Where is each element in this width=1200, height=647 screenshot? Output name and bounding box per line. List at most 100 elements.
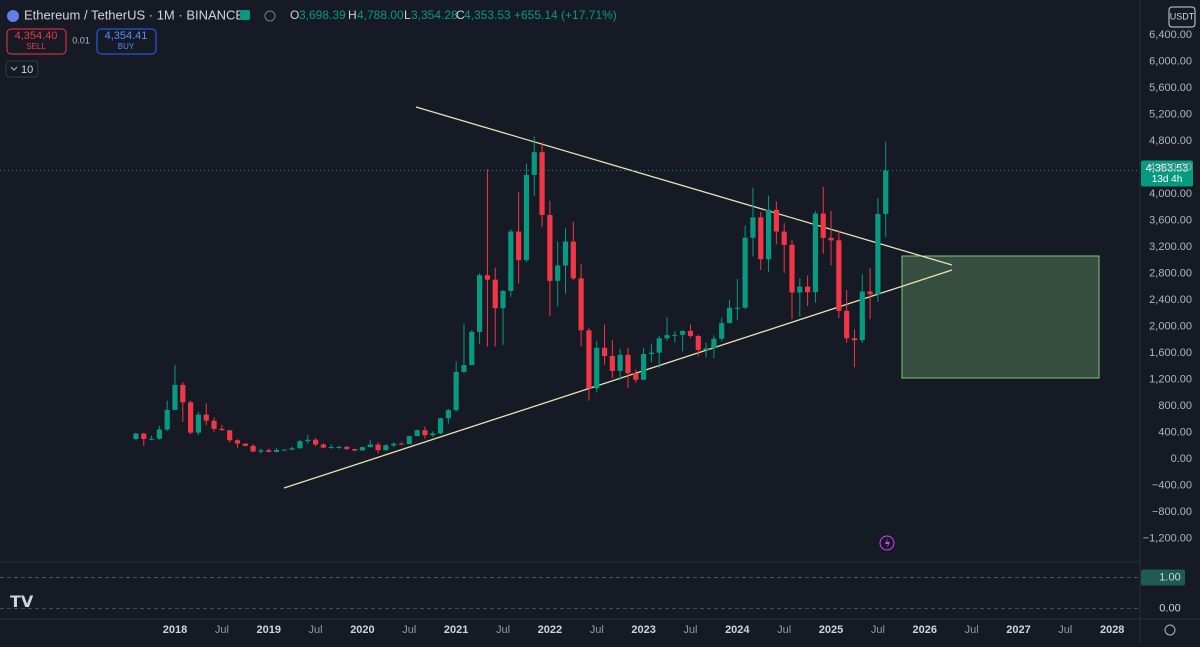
indicators-toggle[interactable] (5, 60, 39, 78)
x-tick-label: Jul (402, 624, 416, 636)
candle-body (695, 335, 701, 350)
candle-body (398, 443, 405, 445)
candle-body (578, 278, 584, 331)
candle-body (320, 444, 326, 448)
candle-body (203, 414, 209, 421)
ohlc-close: 4,353.53 (464, 8, 511, 22)
candle-body (617, 354, 623, 371)
candle-body (289, 448, 295, 450)
x-tick-label: Jul (871, 624, 885, 636)
buy-button[interactable] (96, 28, 157, 55)
ohlc-open: 3,698.39 (299, 8, 346, 22)
candle-body (508, 231, 514, 291)
candle-body (453, 371, 459, 411)
x-tick-label: 2024 (725, 624, 750, 636)
sell-button[interactable] (6, 28, 67, 55)
x-tick-label: 2019 (256, 624, 280, 636)
trendline-upper[interactable] (415, 106, 953, 266)
ohlc-high: 4,788.00 (357, 8, 404, 22)
candle-body (726, 307, 733, 324)
candle-body (195, 414, 202, 433)
candle-body (758, 217, 764, 260)
candle-body (141, 433, 147, 439)
candle-body (422, 430, 428, 436)
candle-body (875, 213, 881, 295)
candle-body (836, 240, 842, 311)
candle-body (883, 170, 889, 214)
candle-body (148, 438, 155, 440)
candle-body (594, 347, 600, 389)
candle-body (859, 291, 865, 341)
x-tick-label: 2027 (1006, 624, 1030, 636)
candle-body (773, 209, 779, 232)
level-label: 0.00 (1159, 603, 1180, 615)
level-label: 1.00 (1159, 571, 1180, 583)
candle-body (297, 441, 303, 449)
candle-body (476, 275, 483, 332)
y-tick-label: −1,200.00 (1143, 532, 1192, 544)
candle-body (672, 334, 678, 336)
candle-body (648, 352, 655, 354)
y-tick-label: 6,000.00 (1149, 55, 1192, 67)
buy-price: 4,354.41 (105, 30, 148, 42)
candle-body (219, 428, 225, 431)
x-tick-label: 2023 (631, 624, 655, 636)
x-tick-label: Jul (683, 624, 697, 636)
candle-body (133, 433, 139, 440)
candle-body (812, 213, 819, 293)
x-tick-label: 2020 (350, 624, 374, 636)
trade-qty[interactable]: 0.01 (72, 35, 90, 45)
candle-body (211, 420, 217, 429)
y-tick-label: −800.00 (1152, 506, 1192, 518)
y-tick-label: 3,200.00 (1149, 241, 1192, 253)
sell-label: SELL (26, 42, 46, 51)
y-tick-label: 4,400.00 (1149, 161, 1192, 173)
candle-body (227, 430, 233, 441)
y-tick-label: 2,000.00 (1149, 320, 1192, 332)
eye-icon[interactable] (264, 10, 276, 22)
candle-body (680, 330, 686, 335)
ohlc-high-label: H (348, 8, 357, 22)
symbol-title[interactable]: Ethereum / TetherUS · 1M · BINANCE (24, 7, 244, 22)
y-tick-label: 1,600.00 (1149, 347, 1192, 359)
candle-body (797, 286, 803, 293)
candle-body (273, 449, 280, 452)
settings-icon[interactable] (1164, 624, 1176, 636)
currency-button[interactable] (1168, 6, 1196, 28)
market-open-dot (240, 10, 250, 20)
candle-body (703, 348, 709, 350)
candle-body (805, 286, 811, 293)
x-tick-label: Jul (590, 624, 604, 636)
candle-body (750, 217, 756, 238)
candle-body (234, 440, 241, 444)
y-tick-label: 0.00 (1171, 453, 1192, 465)
price-tag-countdown: 13d 4h (1152, 174, 1183, 185)
candle-body (664, 335, 670, 339)
candle-body (851, 338, 858, 341)
candle-body (789, 244, 795, 293)
y-tick-label: 6,400.00 (1149, 29, 1192, 41)
level-tag (1141, 569, 1185, 586)
candle-body (328, 447, 334, 449)
target-box[interactable] (901, 255, 1100, 379)
y-tick-label: 1,200.00 (1149, 373, 1192, 385)
currency: USDT (1170, 11, 1195, 21)
y-tick-label: 800.00 (1158, 400, 1192, 412)
candle-body (765, 209, 772, 260)
x-tick-label: Jul (777, 624, 791, 636)
candle-body (539, 152, 545, 215)
y-tick-label: 5,600.00 (1149, 82, 1192, 94)
candle-body (437, 418, 444, 434)
tv-logo: 𝗧𝗩 (10, 594, 34, 611)
candle-body (375, 444, 381, 451)
candle-body (734, 307, 740, 309)
x-tick-label: 2022 (538, 624, 562, 636)
x-tick-label: Jul (215, 624, 229, 636)
alert-icon[interactable] (879, 535, 895, 551)
candle-body (445, 410, 451, 419)
ohlc-change: +655.14 (+17.71%) (514, 8, 617, 22)
candle-body (867, 291, 873, 295)
candle-body (359, 447, 366, 451)
x-tick-label: 2018 (163, 624, 187, 636)
